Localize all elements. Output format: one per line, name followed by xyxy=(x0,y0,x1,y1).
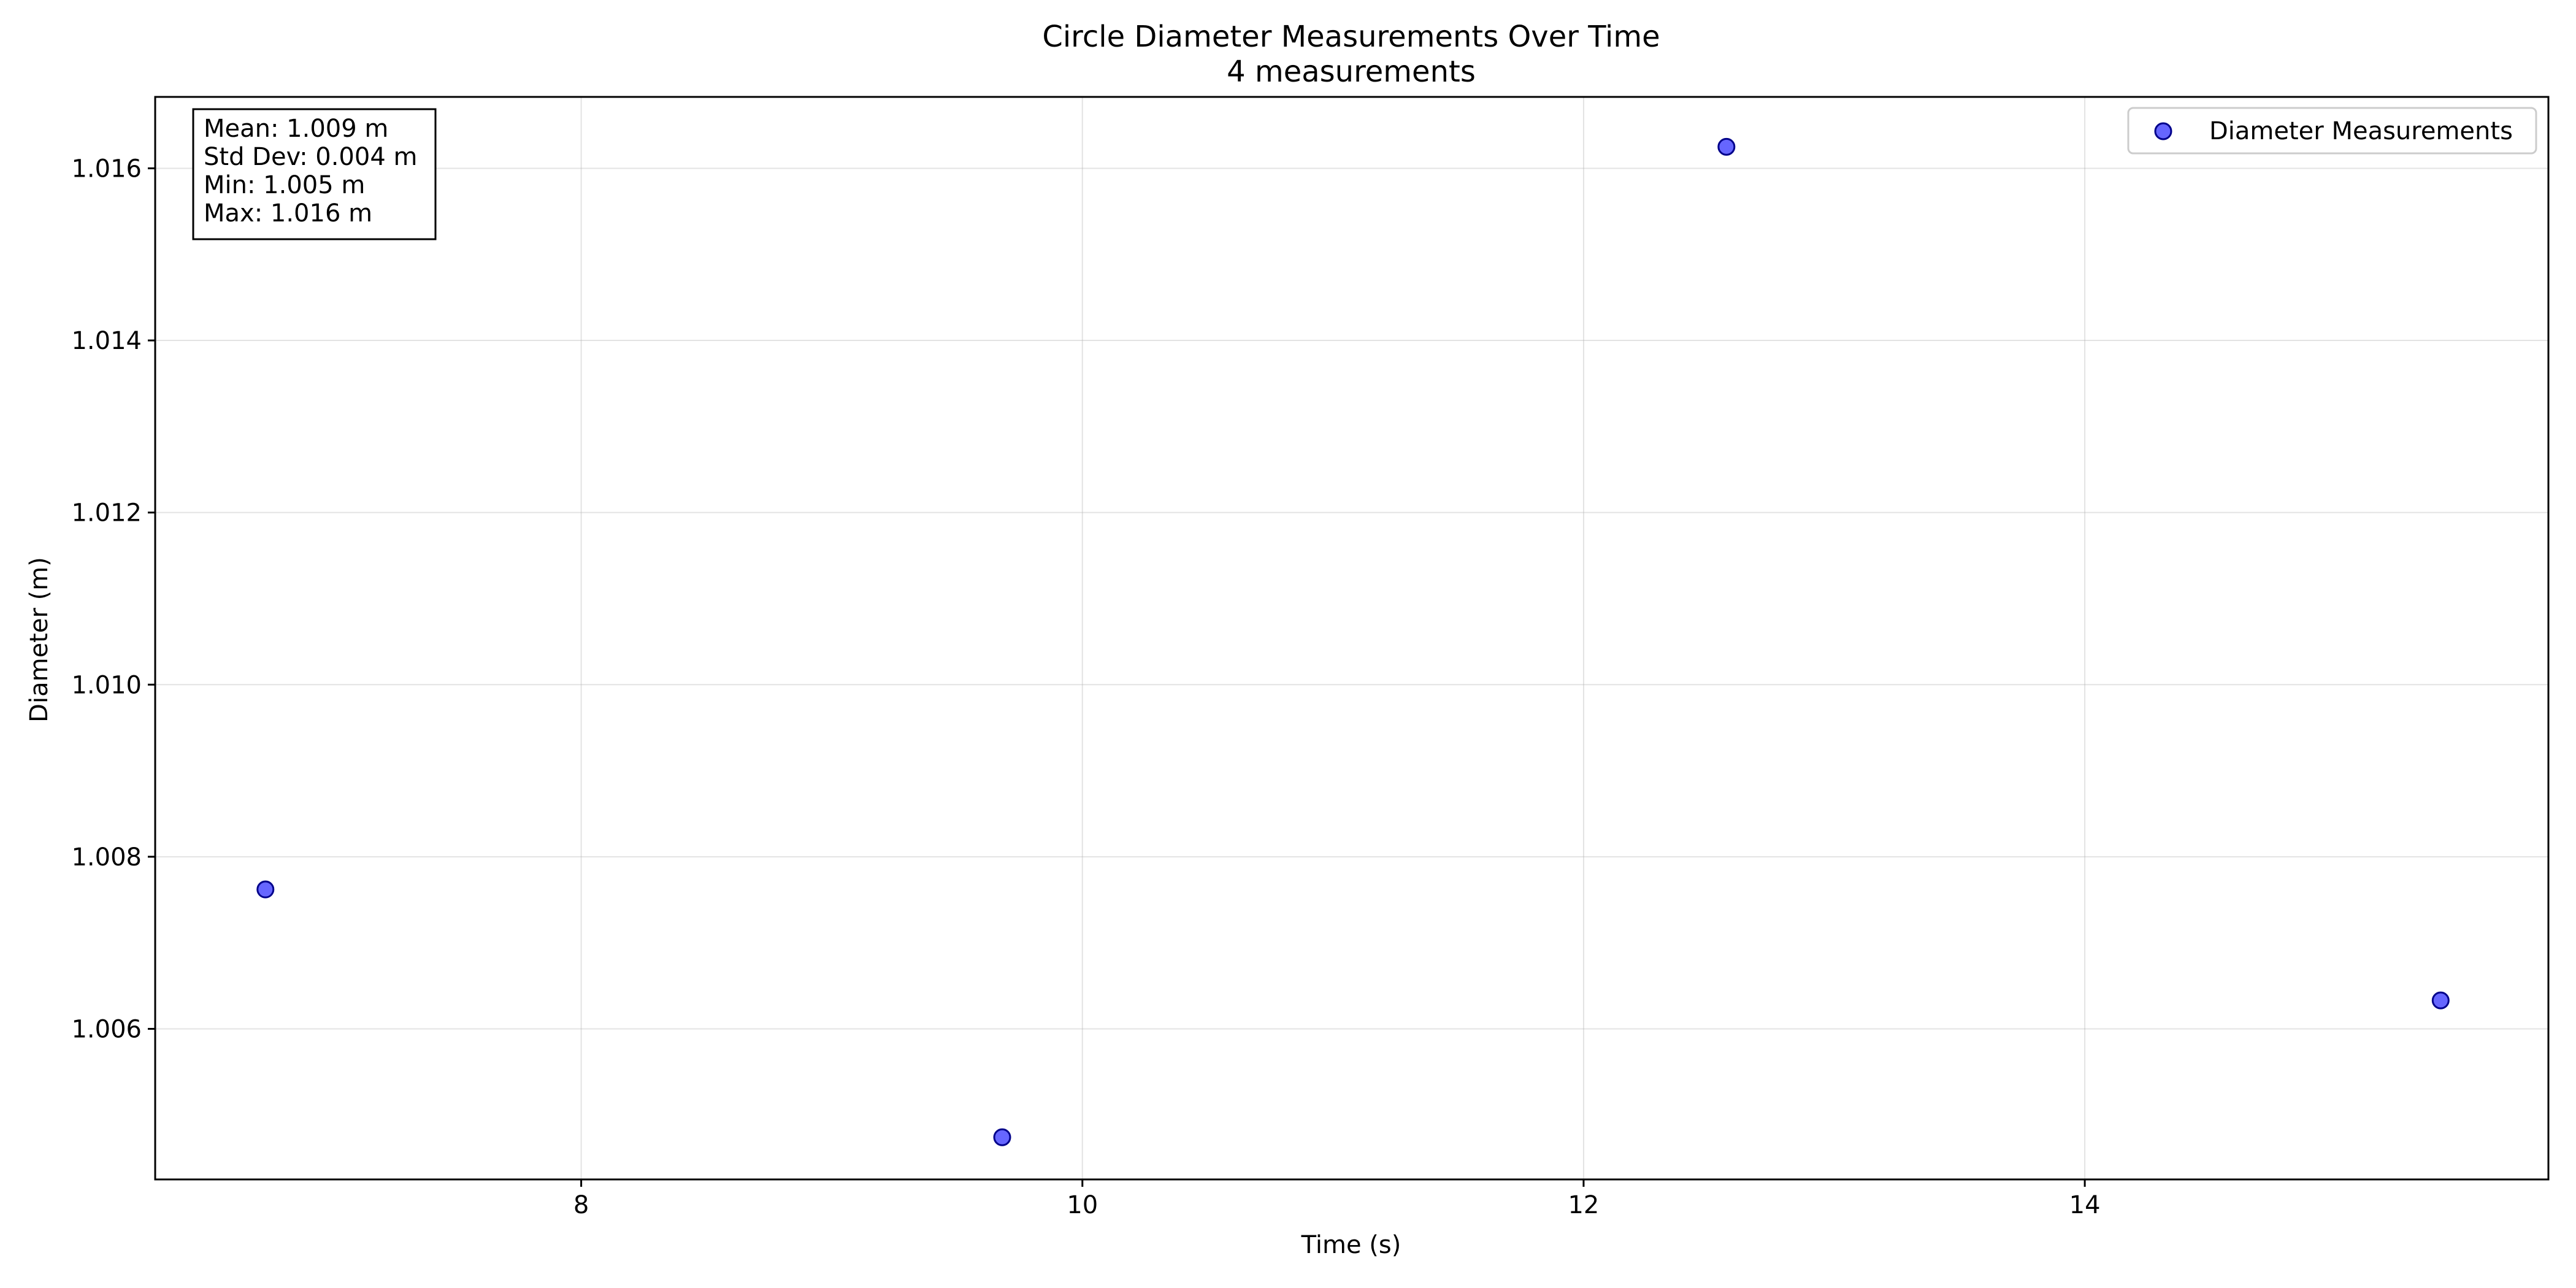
data-points xyxy=(256,137,2450,1146)
y-tick-label: 1.014 xyxy=(71,327,142,355)
data-point xyxy=(256,880,275,899)
x-tick-label: 14 xyxy=(2069,1191,2101,1219)
data-point xyxy=(1717,137,1736,156)
legend-frame xyxy=(2127,107,2537,155)
stats-line-min: Min: 1.005 m xyxy=(204,171,365,199)
chart-subtitle: 4 measurements xyxy=(1227,55,1476,89)
legend-marker xyxy=(2154,122,2172,140)
y-tick-label: 1.016 xyxy=(71,155,142,183)
x-axis-label: Time (s) xyxy=(1301,1231,1401,1259)
x-tick-label: 12 xyxy=(1568,1191,1599,1219)
legend: Diameter Measurements xyxy=(2127,107,2537,155)
plot-frame xyxy=(154,96,2550,1181)
data-point xyxy=(993,1128,1011,1146)
stats-box: Mean: 1.009 m Std Dev: 0.004 m Min: 1.00… xyxy=(192,108,437,240)
y-tick-label: 1.012 xyxy=(71,499,142,527)
y-tick-label: 1.008 xyxy=(71,843,142,872)
stats-line-std-dev: Std Dev: 0.004 m xyxy=(204,143,417,171)
y-axis-label: Diameter (m) xyxy=(25,557,53,723)
x-tick-label: 8 xyxy=(573,1191,589,1219)
chart-title: Circle Diameter Measurements Over Time xyxy=(1042,20,1660,54)
stats-line-mean: Mean: 1.009 m xyxy=(204,115,388,143)
data-point xyxy=(2431,991,2450,1010)
ticks: 8 10 12 14 1.006 1.008 1.010 1.012 1.014 1.016 xyxy=(71,155,2100,1219)
x-tick-label: 10 xyxy=(1067,1191,1098,1219)
y-tick-label: 1.006 xyxy=(71,1015,142,1043)
legend-label: Diameter Measurements xyxy=(2209,117,2513,145)
grid xyxy=(155,97,2548,1179)
stats-box-frame xyxy=(192,108,437,240)
stats-line-max: Max: 1.016 m xyxy=(204,199,372,228)
axes xyxy=(154,96,2550,1181)
y-tick-label: 1.010 xyxy=(71,671,142,699)
